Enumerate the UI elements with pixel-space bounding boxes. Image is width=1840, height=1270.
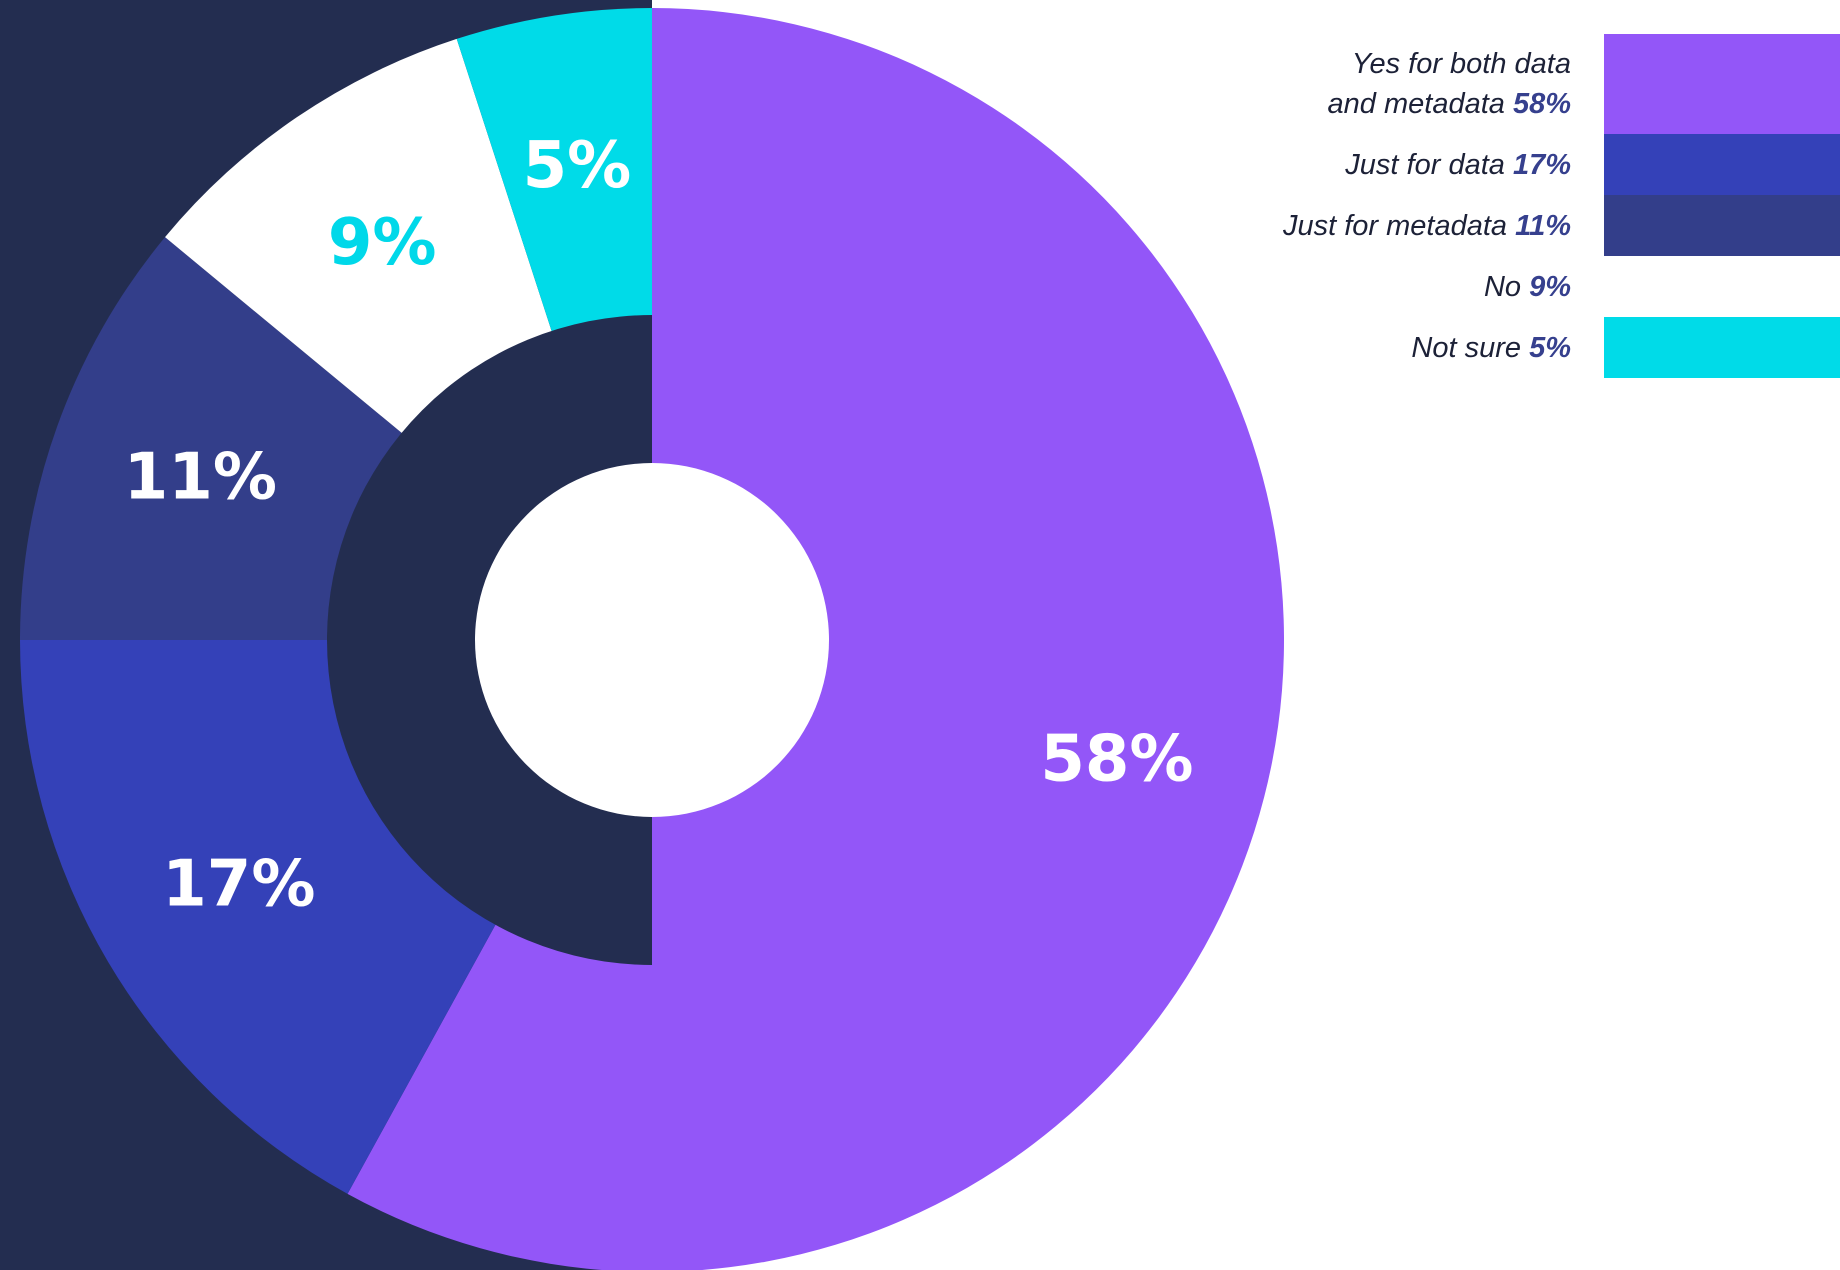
slice-label-not-sure: 5% [523,129,632,203]
legend-value: 5% [1529,331,1571,364]
legend-label-line: Just for metadata 11% [1282,209,1571,242]
legend-value: 11% [1515,209,1571,242]
legend-swatch [1604,317,1840,378]
legend-label-line: Just for data 17% [1345,148,1571,181]
legend-item-just-for-data: Just for data 17% [1000,134,1840,195]
slice-label-just-for-metadata: 11% [124,440,277,514]
legend: Yes for both data and metadata 58% Just fo… [1000,34,1840,378]
slice-label-just-for-data: 17% [162,847,315,921]
slice-labels: 58% 17% 11% 9% 5% [124,129,1194,921]
legend-swatch [1604,256,1840,317]
legend-item-no: No 9% [1000,256,1840,317]
legend-label-line: and metadata 58% [1327,88,1571,120]
legend-item-yes-for-both-data-and-metadata: Yes for both data and metadata 58% [1000,34,1840,134]
legend-swatch [1604,34,1840,134]
legend-value: 9% [1529,270,1571,303]
legend-label-line: Yes for both data [1351,48,1571,80]
legend-item-not-sure: Not sure 5% [1000,317,1840,378]
legend-value: 17% [1512,148,1571,181]
legend-swatch [1604,134,1840,195]
donut-center-hole [475,463,829,817]
legend-label-line: No 9% [1483,270,1571,303]
legend-value: 58% [1512,88,1571,120]
legend-label: Just for data 17% [1345,134,1604,195]
legend-label-line: Not sure 5% [1411,331,1571,364]
slice-label-yes-for-both-data-and-metadata: 58% [1040,722,1193,796]
legend-label: Yes for both data and metadata 58% [1328,34,1604,134]
legend-item-just-for-metadata: Just for metadata 11% [1000,195,1840,256]
legend-label: Not sure 5% [1411,317,1604,378]
legend-swatch [1604,195,1840,256]
legend-label: Just for metadata 11% [1283,195,1604,256]
slice-label-no: 9% [328,206,437,280]
legend-label: No 9% [1484,256,1604,317]
